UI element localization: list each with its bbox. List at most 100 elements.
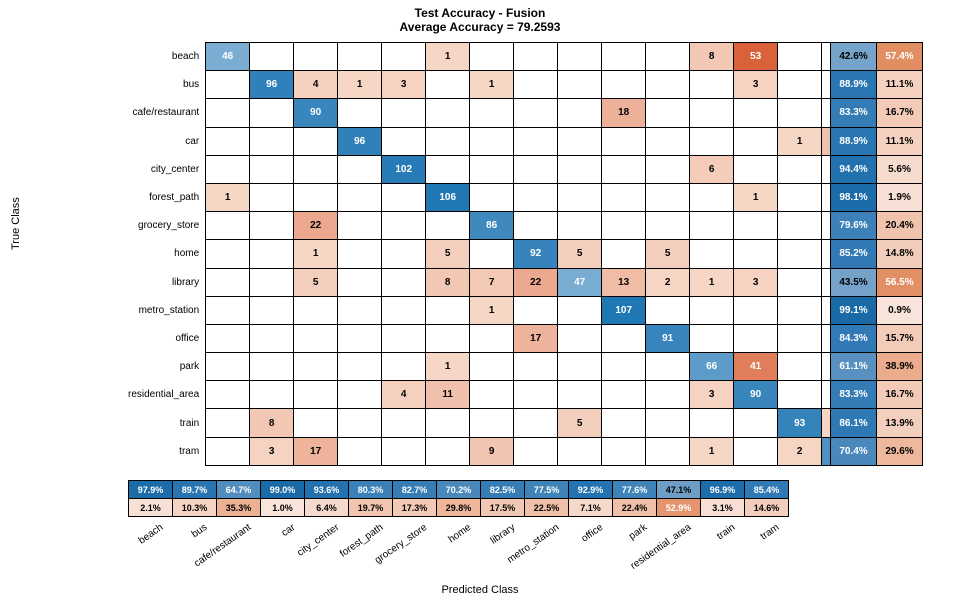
row-label: office [128, 324, 206, 352]
matrix-cell [690, 183, 734, 211]
row-acc: 98.1% [831, 183, 877, 211]
row-acc: 94.4% [831, 155, 877, 183]
matrix-cell [206, 99, 250, 127]
col-err: 22.4% [613, 499, 657, 517]
col-err: 35.3% [217, 499, 261, 517]
matrix-cell [294, 324, 338, 352]
col-summary: 97.9%89.7%64.7%99.0%93.6%80.3%82.7%70.2%… [128, 480, 789, 517]
matrix-cell [250, 155, 294, 183]
matrix-cell: 5 [426, 240, 470, 268]
matrix-cell [514, 381, 558, 409]
matrix-cell [778, 324, 822, 352]
matrix-cell [514, 409, 558, 437]
matrix-cell [382, 437, 426, 465]
matrix-cell [558, 127, 602, 155]
matrix-cell [426, 127, 470, 155]
matrix-cell: 1 [426, 43, 470, 71]
matrix-cell [250, 296, 294, 324]
col-acc: 96.9% [701, 481, 745, 499]
row-acc: 79.6% [831, 212, 877, 240]
matrix-cell: 9 [470, 437, 514, 465]
matrix-cell: 4 [382, 381, 426, 409]
matrix-cell [470, 127, 514, 155]
matrix-cell [206, 409, 250, 437]
row-label: home [128, 240, 206, 268]
matrix-cell [734, 409, 778, 437]
matrix-cell [338, 381, 382, 409]
matrix-cell [294, 43, 338, 71]
col-acc: 47.1% [657, 481, 701, 499]
matrix-cell [338, 43, 382, 71]
matrix-cell [558, 381, 602, 409]
matrix-cell [690, 71, 734, 99]
row-acc: 86.1% [831, 409, 877, 437]
matrix-cell [646, 71, 690, 99]
matrix-cell: 3 [250, 437, 294, 465]
row-err: 16.7% [877, 99, 923, 127]
row-summary: 42.6%57.4%88.9%11.1%83.3%16.7%88.9%11.1%… [830, 42, 923, 466]
col-acc: 93.6% [305, 481, 349, 499]
matrix-cell [382, 99, 426, 127]
matrix-cell: 3 [382, 71, 426, 99]
col-err: 17.3% [393, 499, 437, 517]
matrix-cell [206, 240, 250, 268]
matrix-cell [206, 381, 250, 409]
matrix-cell [250, 324, 294, 352]
matrix-cell [250, 353, 294, 381]
matrix-cell: 5 [294, 268, 338, 296]
matrix-cell [250, 127, 294, 155]
matrix-cell: 22 [294, 212, 338, 240]
matrix-cell [426, 296, 470, 324]
matrix-cell [514, 43, 558, 71]
matrix-cell: 8 [426, 268, 470, 296]
matrix-cell [778, 240, 822, 268]
matrix-cell [646, 353, 690, 381]
matrix-cell: 90 [294, 99, 338, 127]
matrix-cell [206, 212, 250, 240]
matrix-cell [646, 99, 690, 127]
matrix-cell [338, 240, 382, 268]
matrix-cell [470, 240, 514, 268]
matrix-cell [734, 99, 778, 127]
matrix-cell [558, 155, 602, 183]
matrix-cell: 18 [602, 99, 646, 127]
matrix-cell [558, 353, 602, 381]
matrix-cell: 6 [690, 155, 734, 183]
matrix-cell [382, 43, 426, 71]
row-err: 11.1% [877, 127, 923, 155]
matrix-cell [338, 437, 382, 465]
matrix-cell [294, 296, 338, 324]
matrix-cell [294, 155, 338, 183]
matrix-cell: 5 [646, 240, 690, 268]
matrix-cell [734, 324, 778, 352]
matrix-cell: 1 [690, 268, 734, 296]
col-acc: 99.0% [261, 481, 305, 499]
matrix-cell [470, 99, 514, 127]
matrix-cell: 66 [690, 353, 734, 381]
col-err: 7.1% [569, 499, 613, 517]
matrix-cell [514, 99, 558, 127]
matrix-cell [206, 437, 250, 465]
matrix-cell: 11 [426, 381, 470, 409]
matrix-cell: 3 [690, 381, 734, 409]
matrix-cell [206, 296, 250, 324]
matrix-cell [778, 353, 822, 381]
matrix-cell [602, 437, 646, 465]
matrix-cell: 17 [294, 437, 338, 465]
matrix-cell [558, 212, 602, 240]
matrix-cell [338, 324, 382, 352]
matrix-cell: 1 [206, 183, 250, 211]
matrix-cell: 1 [690, 437, 734, 465]
matrix-cell [558, 324, 602, 352]
row-acc: 99.1% [831, 296, 877, 324]
col-acc: 64.7% [217, 481, 261, 499]
matrix-cell [514, 296, 558, 324]
matrix-cell [470, 381, 514, 409]
matrix-cell: 90 [734, 381, 778, 409]
matrix-cell [382, 296, 426, 324]
matrix-cell [734, 127, 778, 155]
matrix-cell [514, 437, 558, 465]
matrix-cell [558, 71, 602, 99]
matrix-cell: 1 [338, 71, 382, 99]
col-acc: 97.9% [129, 481, 173, 499]
